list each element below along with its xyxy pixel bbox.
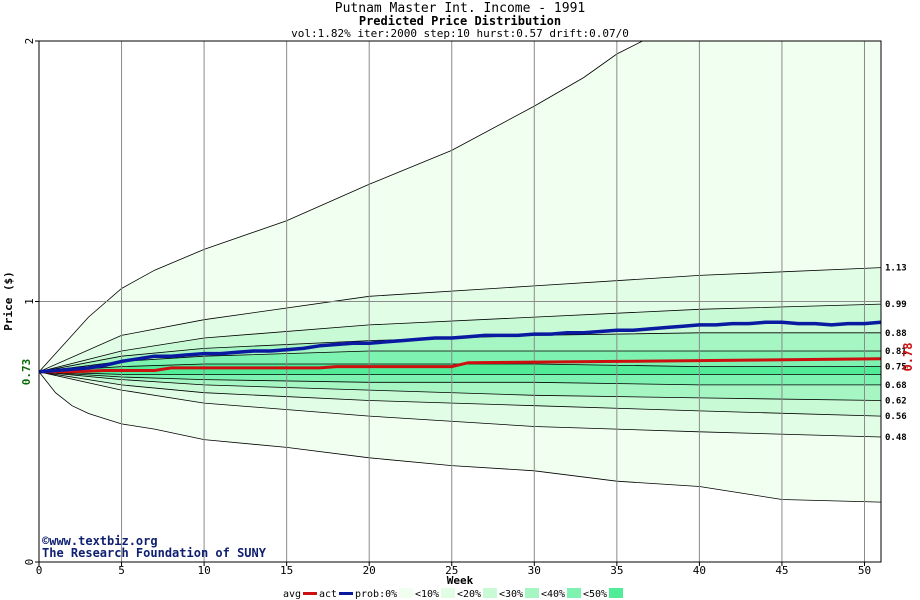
legend-label: <10% [415,589,439,600]
band-value-label: 0.75 [885,363,907,373]
legend-label: avg [283,589,301,600]
simulation-params: vol:1.82% iter:2000 step:10 hurst:0.57 d… [291,27,629,40]
grid-lines [39,41,881,562]
x-tick-label: 10 [197,564,210,577]
x-axis-ticks: 0 5 10 15 20 25 30 35 40 45 50 [36,562,871,577]
watermark-url: ©www.textbiz.org [42,534,158,548]
band-value-label: 0.68 [885,381,907,391]
y-axis-label: Price ($) [2,271,15,331]
legend-color-swatch [483,588,497,598]
legend-color-swatch [399,588,413,598]
legend-color-swatch [525,588,539,598]
chart-subtitle: Predicted Price Distribution [359,14,561,28]
legend-label: <20% [457,589,481,600]
x-axis-label: Week [447,574,474,587]
legend-color-swatch [609,588,623,598]
envelope-lower-line [39,371,881,503]
plot-area [39,41,881,562]
start-price-label: 0.73 [20,359,33,386]
legend-label: <40% [541,589,565,600]
envelope-upper-line [39,41,644,373]
y-tick-label: 0 [23,559,36,566]
x-tick-label: 15 [280,564,293,577]
legend-label: prob:0% [355,589,397,600]
band-value-label: 0.48 [885,433,907,443]
band-value-label: 1.13 [885,264,907,274]
legend-label: <30% [499,589,523,600]
x-tick-label: 35 [610,564,623,577]
x-tick-label: 25 [445,564,458,577]
x-tick-label: 5 [118,564,125,577]
legend-label: <50% [583,589,607,600]
x-tick-label: 20 [363,564,376,577]
x-tick-label: 50 [858,564,871,577]
x-tick-label: 40 [693,564,706,577]
chart-title: Putnam Master Int. Income - 1991 [335,1,585,16]
band-value-label: 0.56 [885,412,907,422]
x-tick-label: 45 [775,564,788,577]
band-value-labels: 1.13 0.99 0.88 0.81 0.75 0.68 0.62 0.56 0.48 [885,264,907,443]
band-value-label: 0.99 [885,300,907,310]
band-value-label: 0.81 [885,347,907,357]
y-axis-ticks: 0 1 2 [23,38,39,566]
x-tick-label: 0 [36,564,43,577]
y-tick-label: 1 [23,298,36,305]
legend-line-swatch [303,592,317,595]
legend-line-swatch [339,592,353,595]
current-price-label: 0.78 [901,343,915,372]
legend-label: act [319,589,337,600]
y-tick-label: 2 [23,38,36,45]
band-value-label: 0.88 [885,329,907,339]
act-series-line [39,357,881,374]
watermark-org: The Research Foundation of SUNY [42,546,267,560]
price-lines [39,320,881,374]
legend-color-swatch [441,588,455,598]
avg-series-line [39,320,881,374]
legend-color-swatch [567,588,581,598]
legend: avg act prob:0% <10% <20% <30% <40% <50% [283,588,623,600]
band-value-label: 0.62 [885,396,907,406]
x-tick-label: 30 [528,564,541,577]
